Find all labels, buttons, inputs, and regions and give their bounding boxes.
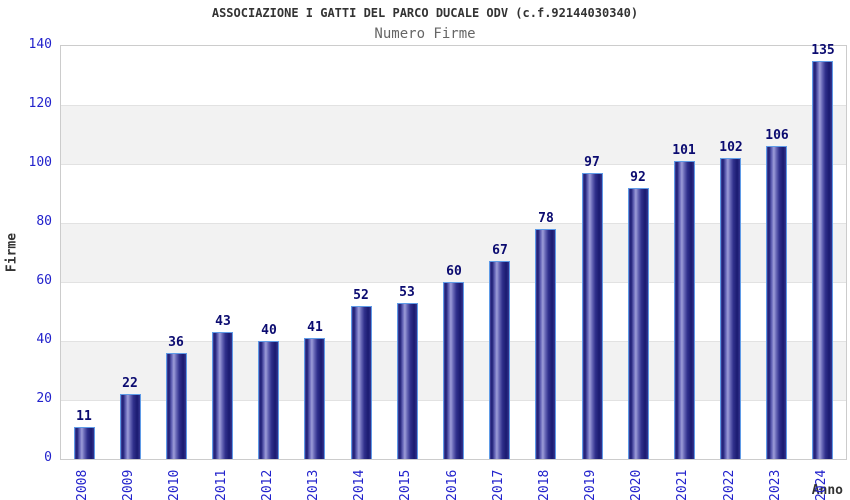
bar-value-label: 40 <box>261 323 277 338</box>
x-tick-label: 2023 <box>768 469 783 500</box>
x-tick-label: 2019 <box>583 469 598 500</box>
bar-value-label: 106 <box>765 128 789 143</box>
y-tick-label: 120 <box>28 96 52 111</box>
y-tick-label: 0 <box>44 450 52 465</box>
x-tick-label: 2020 <box>629 469 644 500</box>
bar-value-label: 97 <box>584 155 600 170</box>
y-tick-label: 80 <box>36 214 52 229</box>
bar-value-label: 67 <box>492 243 508 258</box>
gridline <box>61 223 846 224</box>
chart-title: ASSOCIAZIONE I GATTI DEL PARCO DUCALE OD… <box>211 6 639 20</box>
x-tick-label: 2010 <box>167 469 182 500</box>
bar-value-label: 135 <box>811 43 835 58</box>
bar-value-label: 11 <box>76 409 92 424</box>
bar-2012 <box>258 341 279 459</box>
bar-value-label: 78 <box>538 211 554 226</box>
bar-2017 <box>489 261 510 459</box>
bar-2016 <box>443 282 464 459</box>
bar-2014 <box>351 306 372 459</box>
y-tick-label: 100 <box>28 155 52 170</box>
bar-value-label: 92 <box>630 170 646 185</box>
gridline <box>61 105 846 106</box>
y-tick-label: 40 <box>36 332 52 347</box>
x-tick-label: 2017 <box>491 469 506 500</box>
bar-2024 <box>812 61 833 459</box>
x-tick-label: 2015 <box>398 469 413 500</box>
y-tick-label: 140 <box>28 37 52 52</box>
bar-2015 <box>397 303 418 459</box>
bar-value-label: 22 <box>122 376 138 391</box>
x-tick-label: 2022 <box>722 469 737 500</box>
x-tick-label: 2024 <box>814 469 829 500</box>
x-tick-label: 2012 <box>260 469 275 500</box>
y-tick-label: 20 <box>36 391 52 406</box>
bar-2019 <box>582 173 603 459</box>
x-tick-label: 2008 <box>75 469 90 500</box>
x-tick-label: 2011 <box>214 469 229 500</box>
bar-2009 <box>120 394 141 459</box>
bar-2021 <box>674 161 695 459</box>
x-tick-label: 2009 <box>121 469 136 500</box>
bar-2011 <box>212 332 233 459</box>
bar-2020 <box>628 188 649 459</box>
y-tick-label: 60 <box>36 273 52 288</box>
x-tick-label: 2021 <box>675 469 690 500</box>
bar-2010 <box>166 353 187 459</box>
bar-2022 <box>720 158 741 459</box>
x-tick-label: 2018 <box>537 469 552 500</box>
x-axis-label: Anno <box>811 483 843 498</box>
bar-value-label: 36 <box>168 335 184 350</box>
plot-area: 11 22 36 43 40 41 52 53 60 67 78 97 92 101 102 106 135 <box>60 43 847 460</box>
bar-value-label: 60 <box>446 264 462 279</box>
bar-value-label: 52 <box>353 288 369 303</box>
bar-2013 <box>304 338 325 459</box>
x-tick-label: 2014 <box>352 469 367 500</box>
chart-subtitle: Numero Firme <box>374 26 476 42</box>
x-tick-label: 2013 <box>306 469 321 500</box>
bar-value-label: 102 <box>719 140 743 155</box>
gridline <box>61 164 846 165</box>
bar-value-label: 53 <box>399 285 415 300</box>
bar-2008 <box>74 427 95 459</box>
bar-value-label: 43 <box>215 314 231 329</box>
bar-2023 <box>766 146 787 459</box>
bar-value-label: 101 <box>672 143 696 158</box>
x-tick-label: 2016 <box>445 469 460 500</box>
bar-2018 <box>535 229 556 459</box>
bar-value-label: 41 <box>307 320 323 335</box>
